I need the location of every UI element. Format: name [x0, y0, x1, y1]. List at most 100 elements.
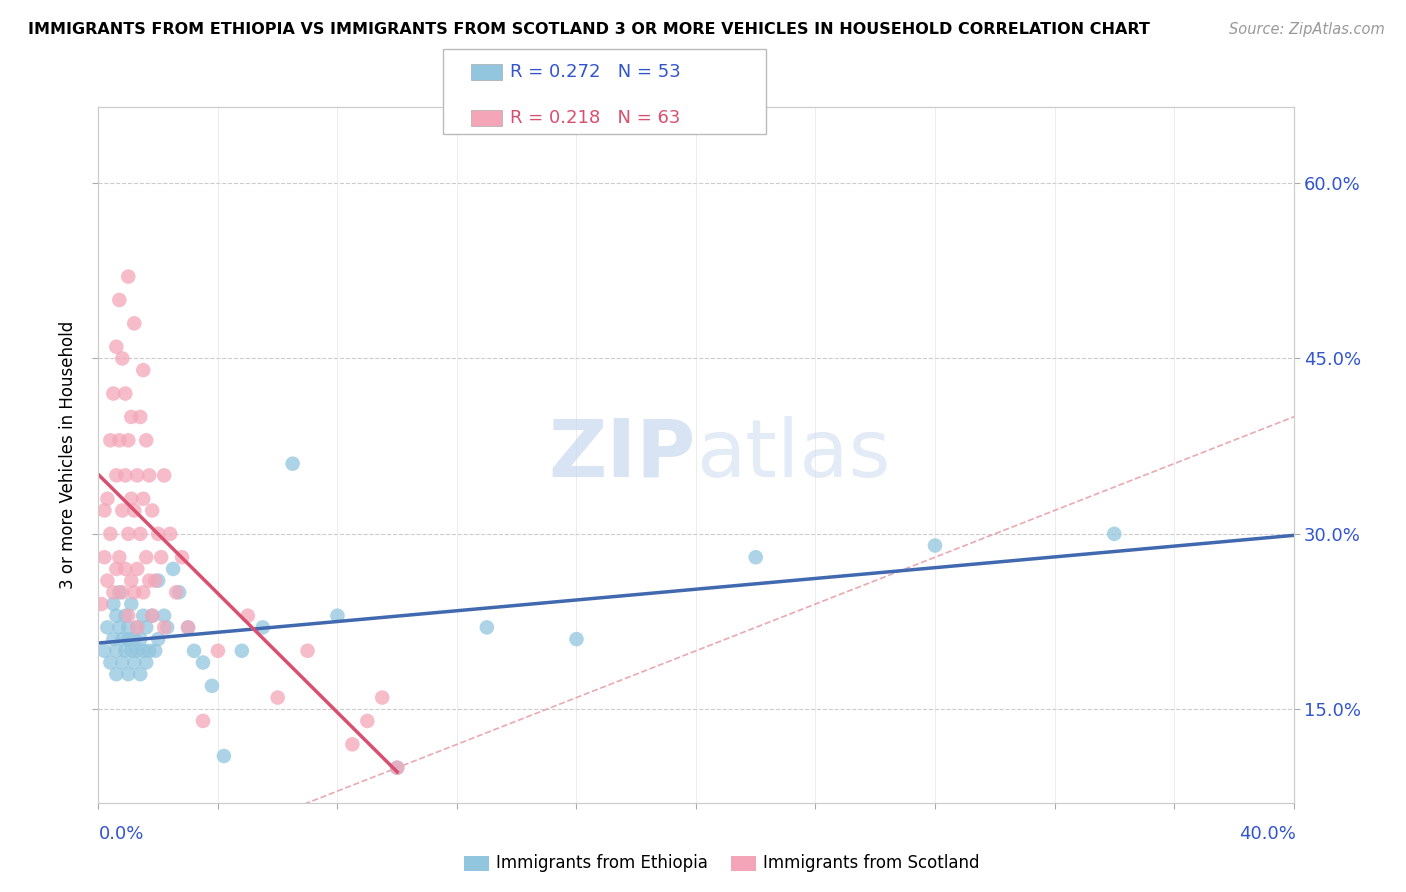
Point: [105, 608, 128, 623]
Point: [129, 632, 152, 646]
Point: [135, 550, 157, 565]
Point: [105, 340, 128, 354]
Point: [143, 574, 166, 588]
Point: [475, 620, 498, 634]
Point: [108, 434, 131, 448]
Point: [138, 468, 160, 483]
Point: [141, 608, 163, 623]
Text: Source: ZipAtlas.com: Source: ZipAtlas.com: [1229, 22, 1385, 37]
Point: [924, 539, 946, 553]
Point: [114, 608, 136, 623]
Point: [267, 690, 290, 705]
Point: [111, 351, 134, 366]
Text: Immigrants from Ethiopia: Immigrants from Ethiopia: [496, 854, 709, 871]
Point: [207, 644, 229, 658]
Point: [201, 679, 224, 693]
Point: [231, 644, 253, 658]
Point: [153, 468, 176, 483]
Point: [342, 737, 364, 751]
Point: [177, 620, 200, 634]
Point: [153, 608, 176, 623]
Y-axis label: 3 or more Vehicles in Household: 3 or more Vehicles in Household: [59, 321, 77, 589]
Point: [212, 749, 235, 764]
Point: [103, 585, 125, 599]
Point: [114, 468, 136, 483]
Point: [143, 644, 166, 658]
Point: [93, 550, 115, 565]
Point: [111, 585, 134, 599]
Point: [120, 574, 142, 588]
Point: [127, 620, 149, 634]
Point: [167, 585, 190, 599]
Point: [745, 550, 768, 565]
Point: [100, 434, 122, 448]
Point: [124, 317, 146, 331]
Point: [120, 644, 142, 658]
Point: [117, 620, 139, 634]
Point: [103, 632, 125, 646]
Point: [191, 714, 214, 728]
Point: [132, 644, 155, 658]
Point: [172, 550, 194, 565]
Point: [120, 409, 142, 424]
Point: [96, 620, 118, 634]
Point: [111, 632, 134, 646]
Point: [117, 526, 139, 541]
Point: [105, 667, 128, 681]
Point: [93, 644, 115, 658]
Point: [148, 632, 170, 646]
Point: [105, 468, 128, 483]
Point: [127, 562, 149, 576]
Point: [252, 620, 274, 634]
Point: [117, 269, 139, 284]
Point: [108, 550, 131, 565]
Point: [105, 562, 128, 576]
Point: [148, 574, 170, 588]
Point: [103, 597, 125, 611]
Point: [114, 644, 136, 658]
Point: [356, 714, 378, 728]
Point: [108, 293, 131, 307]
Point: [132, 608, 155, 623]
Point: [371, 690, 394, 705]
Point: [117, 434, 139, 448]
Point: [108, 620, 131, 634]
Point: [565, 632, 588, 646]
Point: [103, 386, 125, 401]
Point: [127, 468, 149, 483]
Point: [100, 526, 122, 541]
Point: [138, 644, 160, 658]
Point: [135, 434, 157, 448]
Point: [120, 491, 142, 506]
Point: [127, 620, 149, 634]
Point: [90, 597, 112, 611]
Point: [124, 632, 146, 646]
Point: [236, 608, 259, 623]
Point: [385, 761, 409, 775]
Text: R = 0.272   N = 53: R = 0.272 N = 53: [510, 63, 681, 81]
Point: [129, 526, 152, 541]
Point: [385, 761, 409, 775]
Text: 0.0%: 0.0%: [98, 825, 143, 843]
Point: [124, 656, 146, 670]
Point: [111, 503, 134, 517]
Point: [117, 667, 139, 681]
Point: [132, 585, 155, 599]
Text: R = 0.218   N = 63: R = 0.218 N = 63: [510, 109, 681, 127]
Point: [141, 608, 163, 623]
Point: [111, 656, 134, 670]
Text: atlas: atlas: [696, 416, 890, 494]
Text: IMMIGRANTS FROM ETHIOPIA VS IMMIGRANTS FROM SCOTLAND 3 OR MORE VEHICLES IN HOUSE: IMMIGRANTS FROM ETHIOPIA VS IMMIGRANTS F…: [28, 22, 1150, 37]
Point: [124, 503, 146, 517]
Point: [326, 608, 349, 623]
Point: [117, 608, 139, 623]
Point: [96, 491, 118, 506]
Point: [135, 656, 157, 670]
Point: [141, 503, 163, 517]
Text: ZIP: ZIP: [548, 416, 696, 494]
Point: [129, 667, 152, 681]
Point: [281, 457, 304, 471]
Point: [132, 363, 155, 377]
Point: [100, 656, 122, 670]
Point: [148, 526, 170, 541]
